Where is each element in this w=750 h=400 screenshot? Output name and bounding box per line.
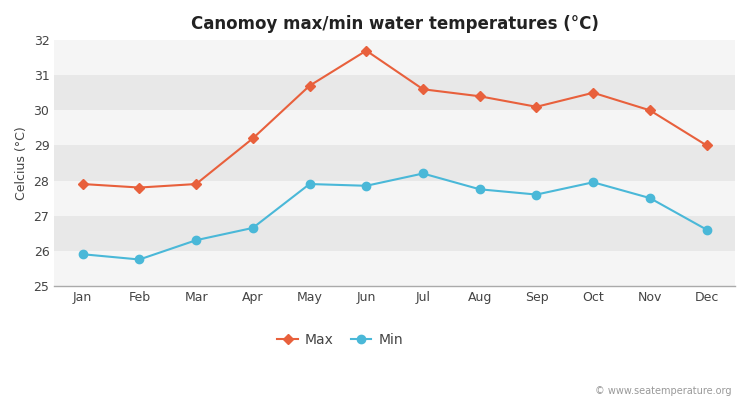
Bar: [54, 110, 735, 146]
Min: [476, 187, 484, 192]
Max: [248, 136, 257, 141]
Bar: [54, 216, 735, 251]
Bar: [54, 180, 735, 216]
Line: Min: Min: [79, 169, 711, 264]
Max: [305, 83, 314, 88]
Max: [589, 90, 598, 95]
Max: [419, 87, 428, 92]
Text: © www.seatemperature.org: © www.seatemperature.org: [595, 386, 731, 396]
Max: [191, 182, 200, 186]
Bar: [54, 251, 735, 286]
Min: [702, 227, 711, 232]
Min: [248, 226, 257, 230]
Min: [419, 171, 428, 176]
Title: Canomoy max/min water temperatures (°C): Canomoy max/min water temperatures (°C): [190, 15, 598, 33]
Min: [305, 182, 314, 186]
Max: [78, 182, 87, 186]
Line: Max: Max: [80, 47, 710, 191]
Legend: Max, Min: Max, Min: [272, 327, 409, 352]
Max: [476, 94, 484, 99]
Min: [589, 180, 598, 185]
Min: [191, 238, 200, 242]
Min: [362, 183, 370, 188]
Min: [135, 257, 144, 262]
Max: [646, 108, 655, 113]
Max: [362, 48, 370, 53]
Max: [532, 104, 541, 109]
Min: [78, 252, 87, 257]
Bar: [54, 75, 735, 110]
Bar: [54, 40, 735, 75]
Min: [532, 192, 541, 197]
Min: [646, 196, 655, 200]
Y-axis label: Celcius (°C): Celcius (°C): [15, 126, 28, 200]
Max: [135, 185, 144, 190]
Bar: [54, 146, 735, 180]
Max: [702, 143, 711, 148]
